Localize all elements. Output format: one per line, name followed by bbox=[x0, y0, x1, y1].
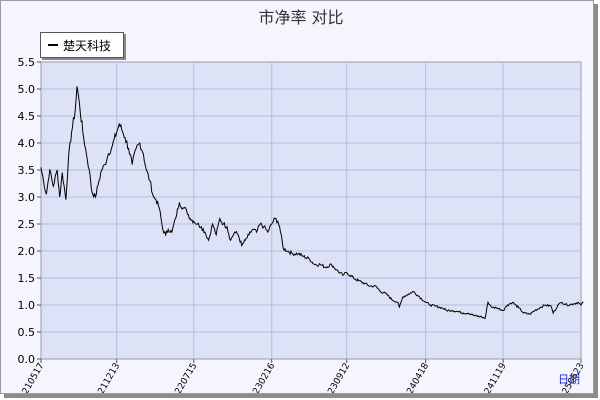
x-tick-label: 20210517 bbox=[15, 362, 47, 394]
period-link[interactable]: 日期 bbox=[558, 373, 580, 386]
x-tick-label: 20240418 bbox=[400, 361, 432, 393]
y-tick-label: 0.0 bbox=[18, 353, 36, 366]
grid-lines bbox=[41, 62, 581, 359]
chart-title: 市净率 对比 bbox=[258, 8, 343, 27]
chart-svg: 市净率 对比 0.0 0.5 1.0 1.5 2.0 2.5 3.0 3.5 4.0 4.5 5.0… bbox=[15, 8, 587, 393]
y-tick-label: 3.0 bbox=[18, 191, 36, 204]
x-tick-label: 20230912 bbox=[321, 362, 353, 394]
x-tick-label: 20230216 bbox=[246, 361, 278, 393]
chart-frame: 市净率 对比 0.0 0.5 1.0 1.5 2.0 2.5 3.0 3.5 4.0 4.5 5.0… bbox=[0, 0, 594, 394]
y-tick-label: 2.5 bbox=[18, 218, 36, 231]
y-tick-label: 2.0 bbox=[18, 245, 36, 258]
y-tick-label: 4.0 bbox=[18, 137, 36, 150]
y-tick-label: 4.5 bbox=[18, 110, 36, 123]
legend-label: 楚天科技 bbox=[63, 38, 112, 53]
y-tick-label: 1.0 bbox=[18, 299, 36, 312]
plot-area bbox=[40, 61, 582, 360]
legend-swatch bbox=[48, 44, 58, 46]
series-group bbox=[40, 86, 584, 320]
legend: 楚天科技 bbox=[40, 32, 124, 58]
series-line-楚天科技 bbox=[40, 86, 584, 320]
y-tick-label: 3.5 bbox=[18, 164, 36, 177]
x-tick-label: 20220715 bbox=[168, 362, 200, 394]
x-tick-label: 20241119 bbox=[477, 361, 509, 393]
x-tick-label: 20211213 bbox=[91, 362, 123, 394]
y-tick-label: 5.0 bbox=[18, 83, 36, 96]
y-tick-label: 1.5 bbox=[18, 272, 36, 285]
x-axis-ticks: 20210517 20211213 20220715 20230216 20230912… bbox=[15, 359, 587, 393]
y-tick-label: 5.5 bbox=[18, 56, 36, 69]
y-axis-ticks: 0.0 0.5 1.0 1.5 2.0 2.5 3.0 3.5 4.0 4.5 5.0 5.5 bbox=[18, 56, 41, 366]
y-tick-label: 0.5 bbox=[18, 326, 36, 339]
